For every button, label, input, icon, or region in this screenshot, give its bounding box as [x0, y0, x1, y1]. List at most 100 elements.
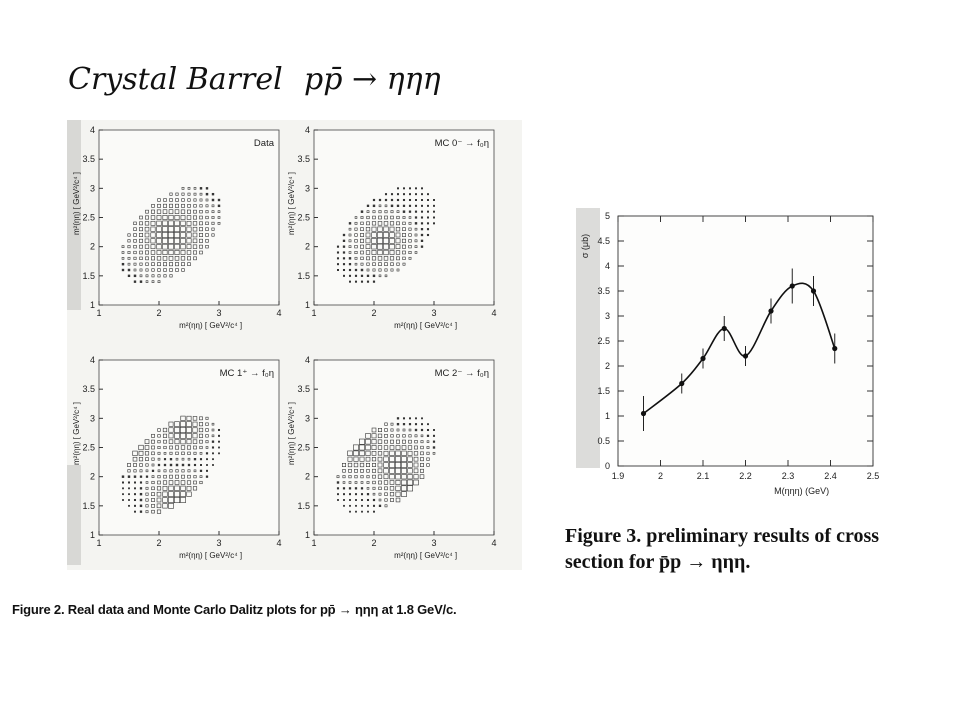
dalitz-box	[193, 256, 197, 261]
dalitz-box	[186, 421, 192, 427]
dalitz-box	[138, 457, 144, 462]
x-tick-label: 2	[658, 471, 663, 481]
dalitz-box	[174, 243, 180, 250]
dalitz-box	[414, 216, 418, 219]
dalitz-box	[353, 450, 359, 457]
dalitz-box	[354, 221, 358, 225]
y-tick-label: 1	[90, 300, 95, 310]
dalitz-box	[168, 503, 174, 509]
dalitz-box	[157, 434, 161, 438]
y-tick-label: 1.5	[82, 271, 95, 281]
dalitz-box	[420, 239, 424, 243]
dalitz-box	[366, 210, 370, 213]
dalitz-box	[372, 492, 376, 496]
dalitz-box	[205, 245, 209, 249]
dalitz-box	[371, 445, 377, 450]
dalitz-box	[378, 268, 382, 272]
dalitz-box	[354, 227, 358, 231]
dalitz-box	[199, 244, 203, 249]
dalitz-box	[389, 221, 395, 226]
dalitz-box	[378, 262, 382, 266]
dalitz-box	[361, 510, 363, 513]
dalitz-box	[181, 203, 185, 208]
dalitz-panel: 1 2 3 4 1 1.5 2 2.5 3 3.5 4 Data m²(ηη) [ GeV²/c⁴ ] m…	[72, 125, 282, 330]
dalitz-box	[390, 198, 394, 202]
y-tick-label: 3	[305, 183, 310, 193]
dalitz-box	[217, 221, 221, 225]
dalitz-box	[383, 221, 389, 226]
dalitz-box	[132, 450, 138, 456]
dalitz-box	[390, 428, 394, 432]
dalitz-box	[433, 429, 435, 431]
dalitz-box	[168, 256, 174, 261]
dalitz-box	[432, 452, 436, 455]
dalitz-box	[145, 475, 149, 478]
dalitz-box	[402, 198, 406, 202]
dalitz-box	[390, 498, 394, 502]
dalitz-box	[162, 480, 168, 485]
dalitz-box	[186, 445, 192, 450]
dalitz-box	[192, 433, 198, 439]
dalitz-box	[168, 214, 174, 221]
y-tick-label: 3.5	[82, 384, 95, 394]
dalitz-box	[205, 233, 209, 237]
dalitz-box	[372, 498, 376, 502]
dalitz-box	[349, 280, 351, 283]
dalitz-box	[402, 233, 406, 237]
dalitz-box	[169, 268, 173, 272]
dalitz-box	[402, 417, 406, 420]
dalitz-box	[174, 250, 180, 255]
dalitz-box	[168, 433, 174, 439]
dalitz-box	[426, 434, 430, 437]
x-tick-label: 3	[431, 538, 436, 548]
dalitz-box	[348, 222, 352, 225]
dalitz-box	[157, 475, 161, 479]
dalitz-box	[180, 232, 186, 238]
dalitz-box	[395, 485, 401, 491]
dalitz-box	[150, 232, 156, 238]
dalitz-box	[342, 263, 346, 266]
dalitz-box	[205, 187, 209, 190]
dalitz-box	[133, 221, 137, 225]
dalitz-box	[193, 250, 197, 255]
dalitz-box	[427, 210, 429, 213]
panel-frame	[98, 129, 280, 306]
dalitz-box	[180, 220, 186, 226]
dalitz-box	[127, 245, 131, 249]
dalitz-box	[426, 428, 430, 432]
dalitz-box	[128, 499, 130, 501]
dalitz-box	[360, 268, 364, 272]
dalitz-box	[427, 193, 429, 196]
dalitz-box	[408, 245, 412, 249]
dalitz-box	[162, 503, 168, 509]
dalitz-box	[211, 428, 215, 432]
panel-ylabel: m²(ηη) [ GeV²/c⁴ ]	[72, 402, 81, 465]
dalitz-box	[181, 262, 185, 267]
dalitz-box	[181, 463, 185, 467]
dalitz-box	[156, 215, 162, 220]
dalitz-box	[365, 444, 371, 451]
x-tick-label: 2	[371, 308, 376, 318]
dalitz-box	[211, 233, 215, 237]
dalitz-box	[156, 491, 162, 497]
dalitz-box	[186, 433, 192, 439]
dalitz-box	[408, 204, 412, 207]
dalitz-box	[371, 439, 377, 445]
dalitz-box	[212, 458, 214, 461]
dalitz-box	[384, 268, 388, 272]
dalitz-box	[366, 268, 370, 272]
dalitz-box	[139, 510, 143, 513]
dalitz-box	[162, 256, 168, 261]
dalitz-box	[217, 204, 221, 208]
dalitz-box	[366, 481, 370, 484]
dalitz-box	[389, 486, 395, 491]
dalitz-box	[151, 439, 155, 444]
y-tick-label: 2	[305, 242, 310, 252]
dalitz-box	[151, 509, 155, 514]
dalitz-box	[163, 203, 167, 208]
dalitz-box	[360, 274, 364, 277]
dalitz-box	[157, 457, 161, 461]
dalitz-box	[199, 452, 203, 455]
dalitz-box	[186, 244, 192, 250]
dalitz-box	[336, 251, 340, 254]
